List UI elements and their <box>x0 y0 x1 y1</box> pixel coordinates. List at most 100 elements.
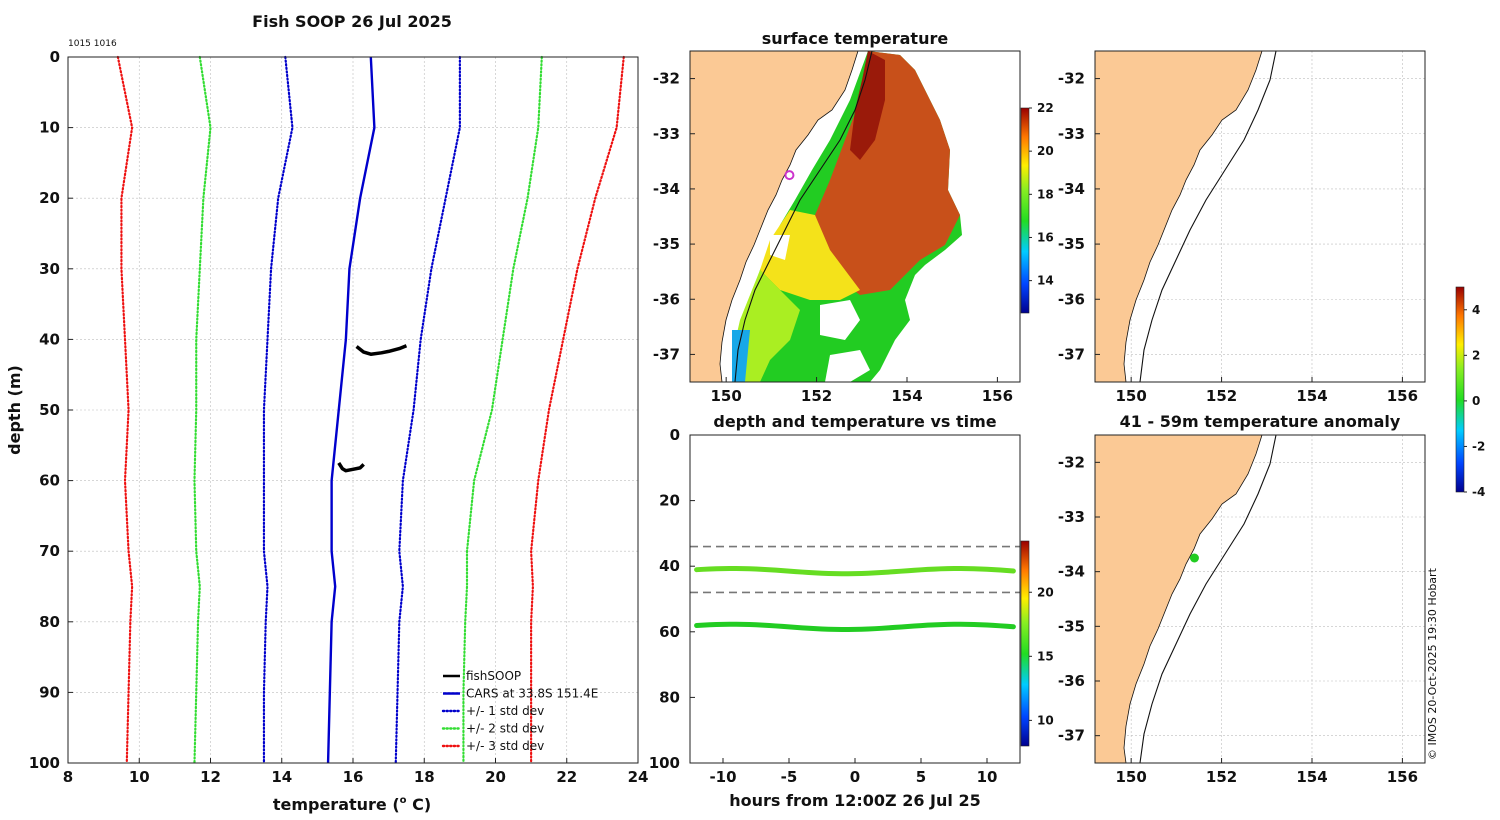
map-y-tick-label: -33 <box>653 125 680 143</box>
time-colorbar-ticks: 10 15 20 <box>1029 585 1054 727</box>
anomaly-panel: 41 - 59m temperature anomaly 150 152 154 15… <box>1058 286 1485 786</box>
anomaly-colorbar-ticks: 4 2 0 -2 -4 <box>1464 303 1485 499</box>
map-y-tick-label: -36 <box>653 290 680 308</box>
profile-y-tick-label: 90 <box>39 683 60 701</box>
map-x-tick-label: 152 <box>1206 387 1237 405</box>
time-y-tick-label: 20 <box>659 492 680 510</box>
anomaly-location-marker <box>1189 553 1199 563</box>
anomaly-top-grid <box>1095 51 1425 382</box>
map-y-tick-label: -35 <box>1058 617 1085 635</box>
time-title: depth and temperature vs time <box>713 412 996 431</box>
profile-x-tick-label: 22 <box>556 768 577 786</box>
sst-ticks: 150 152 154 156 -32 -33 -34 -35 -36 -37 <box>653 70 1013 405</box>
map-x-tick-label: 152 <box>1206 768 1237 786</box>
anomaly-top-panel: 150 152 154 156 -32 -33 -34 -35 -36 -37 <box>1058 50 1426 405</box>
profile-x-tick-label: 20 <box>485 768 506 786</box>
sst-location-marker <box>784 170 795 181</box>
profile-x-tick-label: 8 <box>63 768 73 786</box>
map-y-tick-label: -32 <box>1058 453 1085 471</box>
anomaly-axes-frame <box>1094 434 1426 764</box>
profile-line-3sd <box>530 55 625 765</box>
profile-fishsoop-trace <box>337 462 365 473</box>
map-x-tick-label: 154 <box>1296 387 1327 405</box>
profile-line-1sd <box>262 55 294 765</box>
sst-colorbar-ticks: 14 16 18 20 22 <box>1029 101 1054 288</box>
map-y-tick-label: -35 <box>1058 235 1085 253</box>
time-sensor-trace <box>694 565 1016 577</box>
map-y-tick-label: -33 <box>1058 125 1085 143</box>
colorbar-tick-label: 2 <box>1472 348 1480 362</box>
colorbar-tick-label: 18 <box>1037 187 1054 201</box>
map-y-tick-label: -36 <box>1058 672 1085 690</box>
profile-xlabel: temperature (o C) <box>273 795 431 814</box>
profile-y-tick-label: 0 <box>50 48 60 66</box>
time-axes-frame <box>689 434 1021 764</box>
map-y-tick-label: -32 <box>1058 70 1085 88</box>
legend-label: +/- 3 std dev <box>466 739 544 753</box>
anomaly-top-map <box>1095 51 1277 382</box>
colorbar-tick-label: 16 <box>1037 230 1054 244</box>
time-x-tick-label: 5 <box>916 768 926 786</box>
profile-ylabel: depth (m) <box>5 365 24 455</box>
sst-axes-frame <box>689 50 1021 383</box>
sst-field <box>690 51 962 382</box>
profile-x-tick-label: 12 <box>200 768 221 786</box>
colorbar-tick-label: 4 <box>1472 303 1480 317</box>
colorbar-tick-label: 20 <box>1037 144 1054 158</box>
colorbar-tick-label: -2 <box>1472 439 1485 453</box>
profile-legend: fishSOOP CARS at 33.8S 151.4E +/- 1 std de… <box>441 669 598 753</box>
time-y-tick-label: 100 <box>649 754 680 772</box>
map-y-tick-label: -34 <box>1058 563 1085 581</box>
time-y-tick-label: 40 <box>659 557 680 575</box>
profile-line-1sd <box>394 55 461 765</box>
profile-x-tick-label: 14 <box>271 768 292 786</box>
time-xlabel: hours from 12:00Z 26 Jul 25 <box>729 791 980 810</box>
profile-panel: Fish SOOP 26 Jul 2025 1015 1016 8 10 12 14 1… <box>5 12 648 814</box>
map-y-tick-label: -37 <box>653 345 680 363</box>
map-y-tick-label: -32 <box>653 70 680 88</box>
profile-line-cars <box>326 56 376 764</box>
map-x-tick-label: 150 <box>1116 387 1147 405</box>
sst-panel: surface temperature 150 152 154 156 -32 -33 -3… <box>653 29 1054 405</box>
profile-y-tick-label: 80 <box>39 613 60 631</box>
anomaly-map <box>1095 435 1277 763</box>
profile-title: Fish SOOP 26 Jul 2025 <box>252 12 452 31</box>
time-sensor-trace <box>694 621 1016 632</box>
profile-line-3sd <box>116 55 134 765</box>
map-y-tick-label: -36 <box>1058 290 1085 308</box>
profile-y-tick-label: 60 <box>39 472 60 490</box>
map-y-tick-label: -37 <box>1058 727 1085 745</box>
legend-label: fishSOOP <box>466 669 521 683</box>
colorbar-tick-label: 20 <box>1037 585 1054 599</box>
colorbar-tick-label: 0 <box>1472 394 1480 408</box>
time-x-tick-label: 0 <box>850 768 860 786</box>
anomaly-title: 41 - 59m temperature anomaly <box>1120 412 1401 431</box>
credit-text: © IMOS 20-Oct-2025 19:30 Hobart <box>1426 567 1439 760</box>
map-x-tick-label: 150 <box>1116 768 1147 786</box>
anomaly-ticks: 150 152 154 156 -32 -33 -34 -35 -36 -37 <box>1058 453 1418 786</box>
profile-y-tick-label: 50 <box>39 401 60 419</box>
profile-x-tick-label: 18 <box>414 768 435 786</box>
map-x-tick-label: 154 <box>1296 768 1327 786</box>
profile-x-ticks: 8 10 12 14 16 18 20 22 24 <box>63 758 649 786</box>
profile-x-tick-label: 24 <box>628 768 649 786</box>
time-x-tick-label: -5 <box>781 768 798 786</box>
anomaly-top-axes-frame <box>1094 50 1426 383</box>
profile-line-2sd <box>462 55 543 765</box>
profile-y-tick-label: 10 <box>39 119 60 137</box>
map-y-tick-label: -35 <box>653 235 680 253</box>
time-y-tick-label: 0 <box>670 426 680 444</box>
time-x-tick-label: 10 <box>977 768 998 786</box>
sst-title: surface temperature <box>762 29 949 48</box>
time-panel: depth and temperature vs time -10 -5 0 5 100… <box>649 412 1054 810</box>
profile-y-ticks: 0 10 20 30 40 50 60 70 80 90 100 <box>29 48 73 772</box>
map-x-tick-label: 152 <box>801 387 832 405</box>
profile-series <box>116 55 625 765</box>
anomaly-top-ticks: 150 152 154 156 -32 -33 -34 -35 -36 -37 <box>1058 70 1418 405</box>
profile-y-tick-label: 30 <box>39 260 60 278</box>
map-x-tick-label: 150 <box>711 387 742 405</box>
time-x-tick-label: -10 <box>709 768 736 786</box>
map-y-tick-label: -33 <box>1058 508 1085 526</box>
